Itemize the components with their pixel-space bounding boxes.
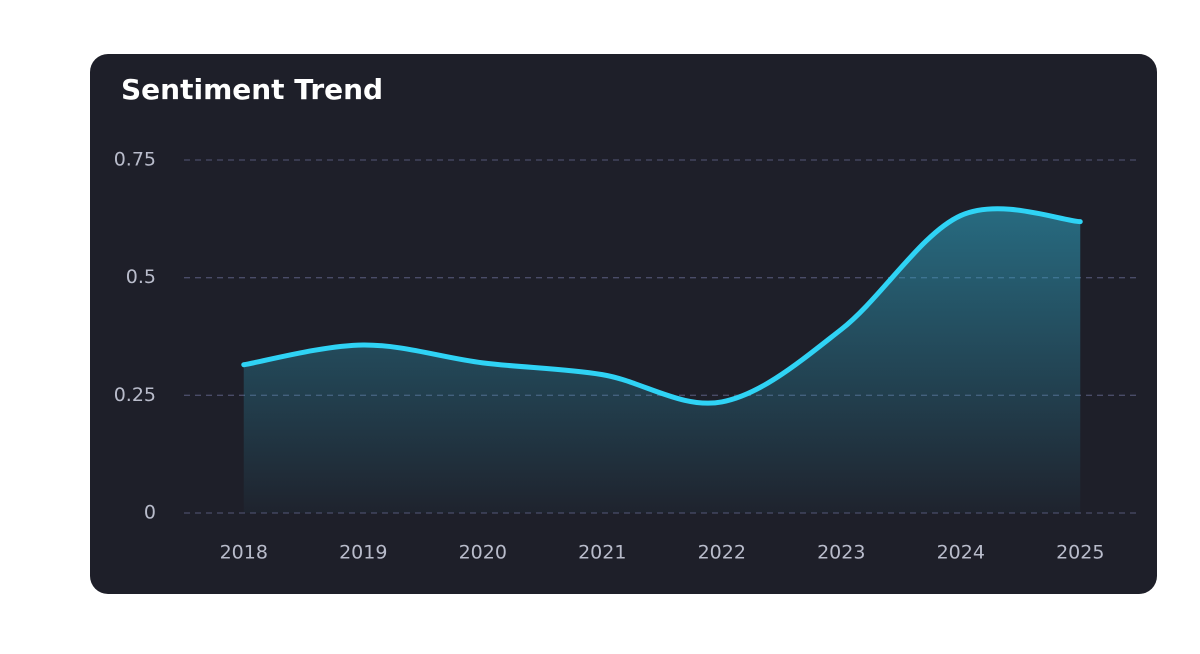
y-tick-label: 0 — [144, 502, 156, 524]
line — [241, 206, 1083, 406]
chart-title: Sentiment Trend — [121, 73, 383, 106]
y-tick-label: 0.25 — [114, 384, 156, 406]
x-tick-label: 2023 — [817, 542, 865, 564]
x-tick-label: 2018 — [220, 542, 268, 564]
area — [243, 208, 1081, 513]
x-tick-label: 2020 — [459, 542, 507, 564]
x-tick-label: 2019 — [339, 542, 387, 564]
y-tick-label: 0.5 — [126, 266, 156, 288]
x-tick-label: 2025 — [1056, 542, 1104, 564]
x-tick-label: 2021 — [578, 542, 626, 564]
x-tick-label: 2022 — [698, 542, 746, 564]
y-tick-label: 0.75 — [114, 149, 156, 171]
x-tick-label: 2024 — [937, 542, 985, 564]
